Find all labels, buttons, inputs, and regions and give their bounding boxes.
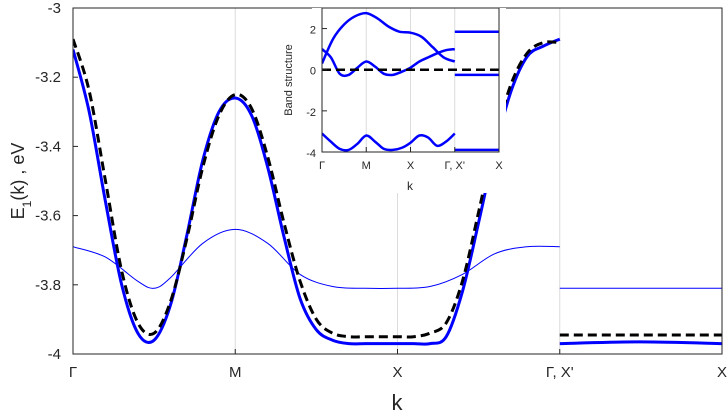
inset-x-tick-label: Γ, X': [445, 160, 465, 172]
main-y-tick-label: -3.2: [35, 69, 61, 86]
main-x-tick-label: Γ, X': [546, 364, 574, 381]
inset-y-ticks: -4 -2 0 2: [306, 25, 327, 160]
main-x-ticks: Γ M X Γ, X' X: [69, 349, 727, 381]
inset-x-tick-label: M: [362, 160, 371, 172]
main-y-ticks: -4 -3.8 -3.6 -3.4 -3.2 -3: [35, 0, 78, 363]
inset-x-tick-label: X: [407, 160, 415, 172]
main-x-tick-label: X: [717, 364, 727, 381]
main-x-tick-label: Γ: [69, 364, 77, 381]
main-x-tick-label: X: [392, 364, 402, 381]
inset-background: [312, 8, 506, 193]
inset-y-tick-label: -2: [306, 107, 316, 119]
main-series-thick-blue: [73, 37, 561, 346]
inset-y-label: Band structure: [283, 44, 295, 116]
inset-series-thick-blue: [322, 11, 456, 65]
inset-x-tick-label: X: [495, 160, 503, 172]
inset-x-ticks: Γ M X Γ, X' X: [319, 147, 503, 172]
main-lines: [73, 37, 722, 346]
inset-y-tick-label: 0: [310, 66, 316, 78]
main-series-dashed-black: [73, 38, 560, 339]
main-series-thin-blue: [73, 228, 560, 289]
inset-y-tick-label: -4: [306, 148, 316, 160]
main-y-label: E1(k) , eV: [8, 143, 34, 220]
inset-series-thick-blue: [322, 47, 455, 78]
main-x-label: k: [392, 390, 404, 415]
main-y-tick-label: -4: [48, 346, 61, 363]
inset-x-label: k: [407, 179, 414, 193]
inset-y-tick-label: 2: [310, 25, 316, 37]
main-x-tick-label: M: [229, 364, 242, 381]
inset-lines: [322, 11, 499, 152]
main-y-tick-label: -3: [48, 0, 61, 17]
inset-series-thick-blue: [322, 132, 456, 152]
main-y-tick-label: -3.4: [35, 138, 61, 155]
main-y-tick-label: -3.6: [35, 208, 61, 225]
main-y-tick-label: -3.8: [35, 277, 61, 294]
main-series-thick-blue: [559, 340, 722, 346]
inset-x-tick-label: Γ: [319, 160, 325, 172]
